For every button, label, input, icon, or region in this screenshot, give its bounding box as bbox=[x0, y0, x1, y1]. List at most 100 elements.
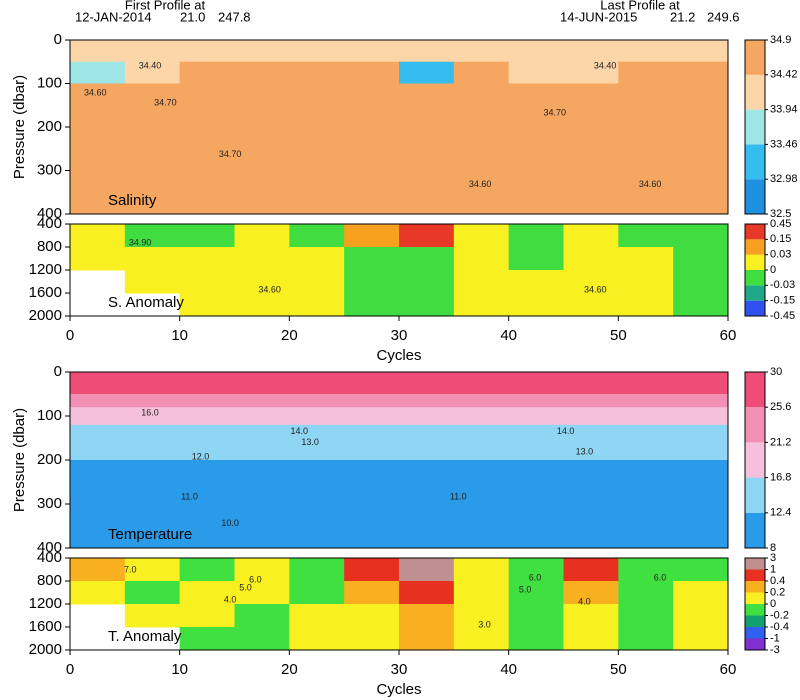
contour-label: 34.60 bbox=[258, 284, 281, 294]
heatmap-cell bbox=[563, 394, 619, 408]
heatmap-cell bbox=[453, 407, 510, 426]
heatmap-cell bbox=[673, 460, 729, 505]
colorbar-swatch bbox=[745, 581, 765, 593]
heatmap-cell bbox=[673, 604, 729, 628]
contour-label: 34.70 bbox=[543, 107, 566, 117]
heatmap-cell bbox=[673, 372, 729, 395]
y-tick-label: 2000 bbox=[29, 307, 62, 324]
colorbar-swatch bbox=[745, 254, 765, 270]
panel-label: Temperature bbox=[108, 526, 192, 543]
heatmap-cell bbox=[508, 504, 564, 549]
colorbar-swatch bbox=[745, 569, 765, 581]
heatmap-cell bbox=[508, 372, 564, 395]
colorbar-swatch bbox=[745, 109, 765, 145]
heatmap-cell bbox=[618, 504, 674, 549]
contour-label: 14.0 bbox=[557, 426, 575, 436]
heatmap-cell bbox=[344, 558, 400, 582]
contour-label: 34.60 bbox=[84, 87, 107, 97]
heatmap-cell bbox=[618, 394, 674, 408]
heatmap-cell bbox=[508, 558, 564, 582]
colorbar-tick-label: -0.2 bbox=[770, 609, 789, 621]
x-tick-label: 20 bbox=[281, 327, 298, 344]
contour-label: 13.0 bbox=[576, 446, 594, 456]
x-axis-label: Cycles bbox=[376, 681, 421, 698]
x-tick-label: 50 bbox=[610, 661, 627, 678]
colorbar-swatch bbox=[745, 638, 765, 650]
colorbar-tick-label: 0.15 bbox=[770, 233, 791, 245]
contour-label: 3.0 bbox=[478, 619, 491, 629]
heatmap-cell bbox=[399, 224, 455, 248]
heatmap-cell bbox=[234, 581, 290, 605]
last-profile-lat: 21.2 bbox=[670, 9, 695, 24]
colorbar-swatch bbox=[745, 604, 765, 616]
colorbar-tick-label: 0 bbox=[770, 264, 776, 276]
colorbar-swatch bbox=[745, 224, 765, 240]
heatmap-cell bbox=[508, 293, 564, 317]
heatmap-cell bbox=[179, 407, 235, 426]
heatmap-cell bbox=[399, 247, 455, 271]
y-axis-label: Pressure (dbar) bbox=[11, 408, 28, 512]
heatmap-cell bbox=[289, 558, 345, 582]
colorbar-tick-label: 1 bbox=[770, 563, 776, 575]
colorbar-tick-label: 21.2 bbox=[770, 436, 791, 448]
heatmap-cell bbox=[344, 394, 400, 408]
heatmap-cell bbox=[563, 224, 619, 248]
heatmap-cell bbox=[234, 558, 290, 582]
heatmap-cell bbox=[618, 581, 674, 605]
heatmap-cell bbox=[563, 424, 619, 461]
heatmap-cell bbox=[453, 61, 510, 84]
heatmap-cell bbox=[673, 424, 729, 461]
heatmap-cell bbox=[289, 424, 345, 461]
colorbar-tick-label: 12.4 bbox=[770, 507, 791, 519]
y-tick-label: 2000 bbox=[29, 641, 62, 658]
heatmap-cell bbox=[344, 83, 400, 215]
heatmap-cell bbox=[179, 247, 235, 271]
first-profile-lon: 247.8 bbox=[218, 9, 251, 24]
colorbar-tick-label: 0.03 bbox=[770, 249, 791, 261]
heatmap-cell bbox=[618, 293, 674, 317]
y-tick-label: 100 bbox=[37, 74, 62, 91]
colorbar-frame bbox=[744, 39, 766, 215]
heatmap-cell bbox=[399, 83, 455, 215]
heatmap-cell bbox=[179, 581, 235, 605]
heatmap-cell bbox=[344, 293, 400, 317]
heatmap-cell bbox=[124, 558, 181, 582]
heatmap-cell bbox=[563, 604, 619, 628]
colorbar-tick-label: -0.03 bbox=[770, 279, 795, 291]
heatmap-cell bbox=[179, 627, 235, 651]
colorbar-tick-label: -0.4 bbox=[770, 621, 789, 633]
heatmap-cell bbox=[563, 61, 619, 84]
colorbar-swatch bbox=[745, 300, 765, 316]
heatmap-cell bbox=[563, 293, 619, 317]
heatmap-cell bbox=[124, 224, 181, 248]
heatmap-cell bbox=[70, 40, 126, 63]
heatmap-cell bbox=[563, 40, 619, 63]
heatmap-cell bbox=[70, 558, 126, 582]
heatmap-cell bbox=[124, 504, 181, 549]
heatmap-cell bbox=[399, 394, 455, 408]
y-tick-label: 400 bbox=[37, 205, 62, 222]
colorbar-swatch bbox=[745, 477, 765, 513]
colorbar-swatch bbox=[745, 144, 765, 180]
colorbar-swatch bbox=[745, 372, 765, 408]
colorbar-swatch bbox=[745, 285, 765, 301]
heatmap-cell bbox=[124, 61, 181, 84]
y-tick-label: 1600 bbox=[29, 618, 62, 635]
heatmap-cell bbox=[344, 627, 400, 651]
heatmap-cell bbox=[234, 247, 290, 271]
panel-label: S. Anomaly bbox=[108, 294, 184, 311]
heatmap-cell bbox=[70, 460, 126, 505]
heatmap-cell bbox=[179, 504, 235, 549]
heatmap-cell bbox=[124, 581, 181, 605]
heatmap-cell bbox=[563, 460, 619, 505]
contour-label: 11.0 bbox=[450, 491, 467, 501]
heatmap-cell bbox=[508, 270, 564, 294]
heatmap-cell bbox=[563, 504, 619, 549]
last-profile-lon: 249.6 bbox=[707, 9, 740, 24]
x-tick-label: 10 bbox=[171, 661, 188, 678]
heatmap-cell bbox=[563, 372, 619, 395]
colorbar-tick-label: 30 bbox=[770, 366, 782, 378]
y-tick-label: 800 bbox=[37, 238, 62, 255]
colorbar-tick-label: 0 bbox=[770, 598, 776, 610]
heatmap-cell bbox=[453, 558, 510, 582]
